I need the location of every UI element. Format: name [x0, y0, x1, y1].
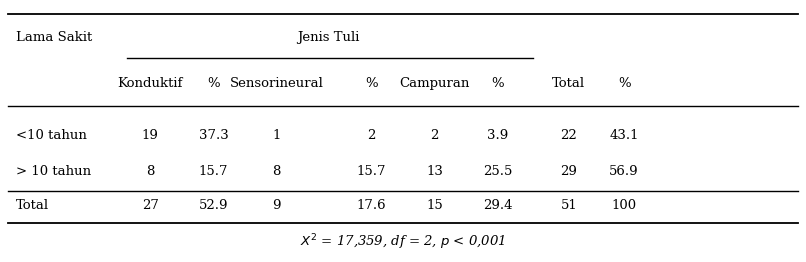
Text: 22: 22: [560, 129, 577, 142]
Text: <10 tahun: <10 tahun: [16, 129, 87, 142]
Text: Konduktif: Konduktif: [118, 77, 183, 90]
Text: %: %: [492, 77, 504, 90]
Text: 9: 9: [272, 199, 280, 212]
Text: 3.9: 3.9: [487, 129, 509, 142]
Text: 8: 8: [146, 165, 155, 178]
Text: %: %: [207, 77, 220, 90]
Text: %: %: [618, 77, 630, 90]
Text: Total: Total: [16, 199, 49, 212]
Text: 15: 15: [426, 199, 443, 212]
Text: Total: Total: [552, 77, 585, 90]
Text: Campuran: Campuran: [400, 77, 470, 90]
Text: %: %: [365, 77, 378, 90]
Text: 25.5: 25.5: [483, 165, 513, 178]
Text: 27: 27: [142, 199, 159, 212]
Text: 19: 19: [142, 129, 159, 142]
Text: $X^2$ = 17,359, df = 2, $p$ < 0,001: $X^2$ = 17,359, df = 2, $p$ < 0,001: [300, 232, 506, 252]
Text: 8: 8: [272, 165, 280, 178]
Text: 52.9: 52.9: [198, 199, 228, 212]
Text: 17.6: 17.6: [356, 199, 386, 212]
Text: 51: 51: [560, 199, 577, 212]
Text: 29: 29: [560, 165, 577, 178]
Text: 1: 1: [272, 129, 280, 142]
Text: 43.1: 43.1: [609, 129, 639, 142]
Text: 29.4: 29.4: [483, 199, 513, 212]
Text: Jenis Tuli: Jenis Tuli: [297, 31, 359, 44]
Text: 100: 100: [612, 199, 637, 212]
Text: Sensorineural: Sensorineural: [230, 77, 323, 90]
Text: 2: 2: [430, 129, 438, 142]
Text: 13: 13: [426, 165, 443, 178]
Text: 56.9: 56.9: [609, 165, 639, 178]
Text: 15.7: 15.7: [198, 165, 228, 178]
Text: 2: 2: [368, 129, 376, 142]
Text: 37.3: 37.3: [198, 129, 228, 142]
Text: 15.7: 15.7: [356, 165, 386, 178]
Text: Lama Sakit: Lama Sakit: [16, 31, 92, 44]
Text: > 10 tahun: > 10 tahun: [16, 165, 91, 178]
